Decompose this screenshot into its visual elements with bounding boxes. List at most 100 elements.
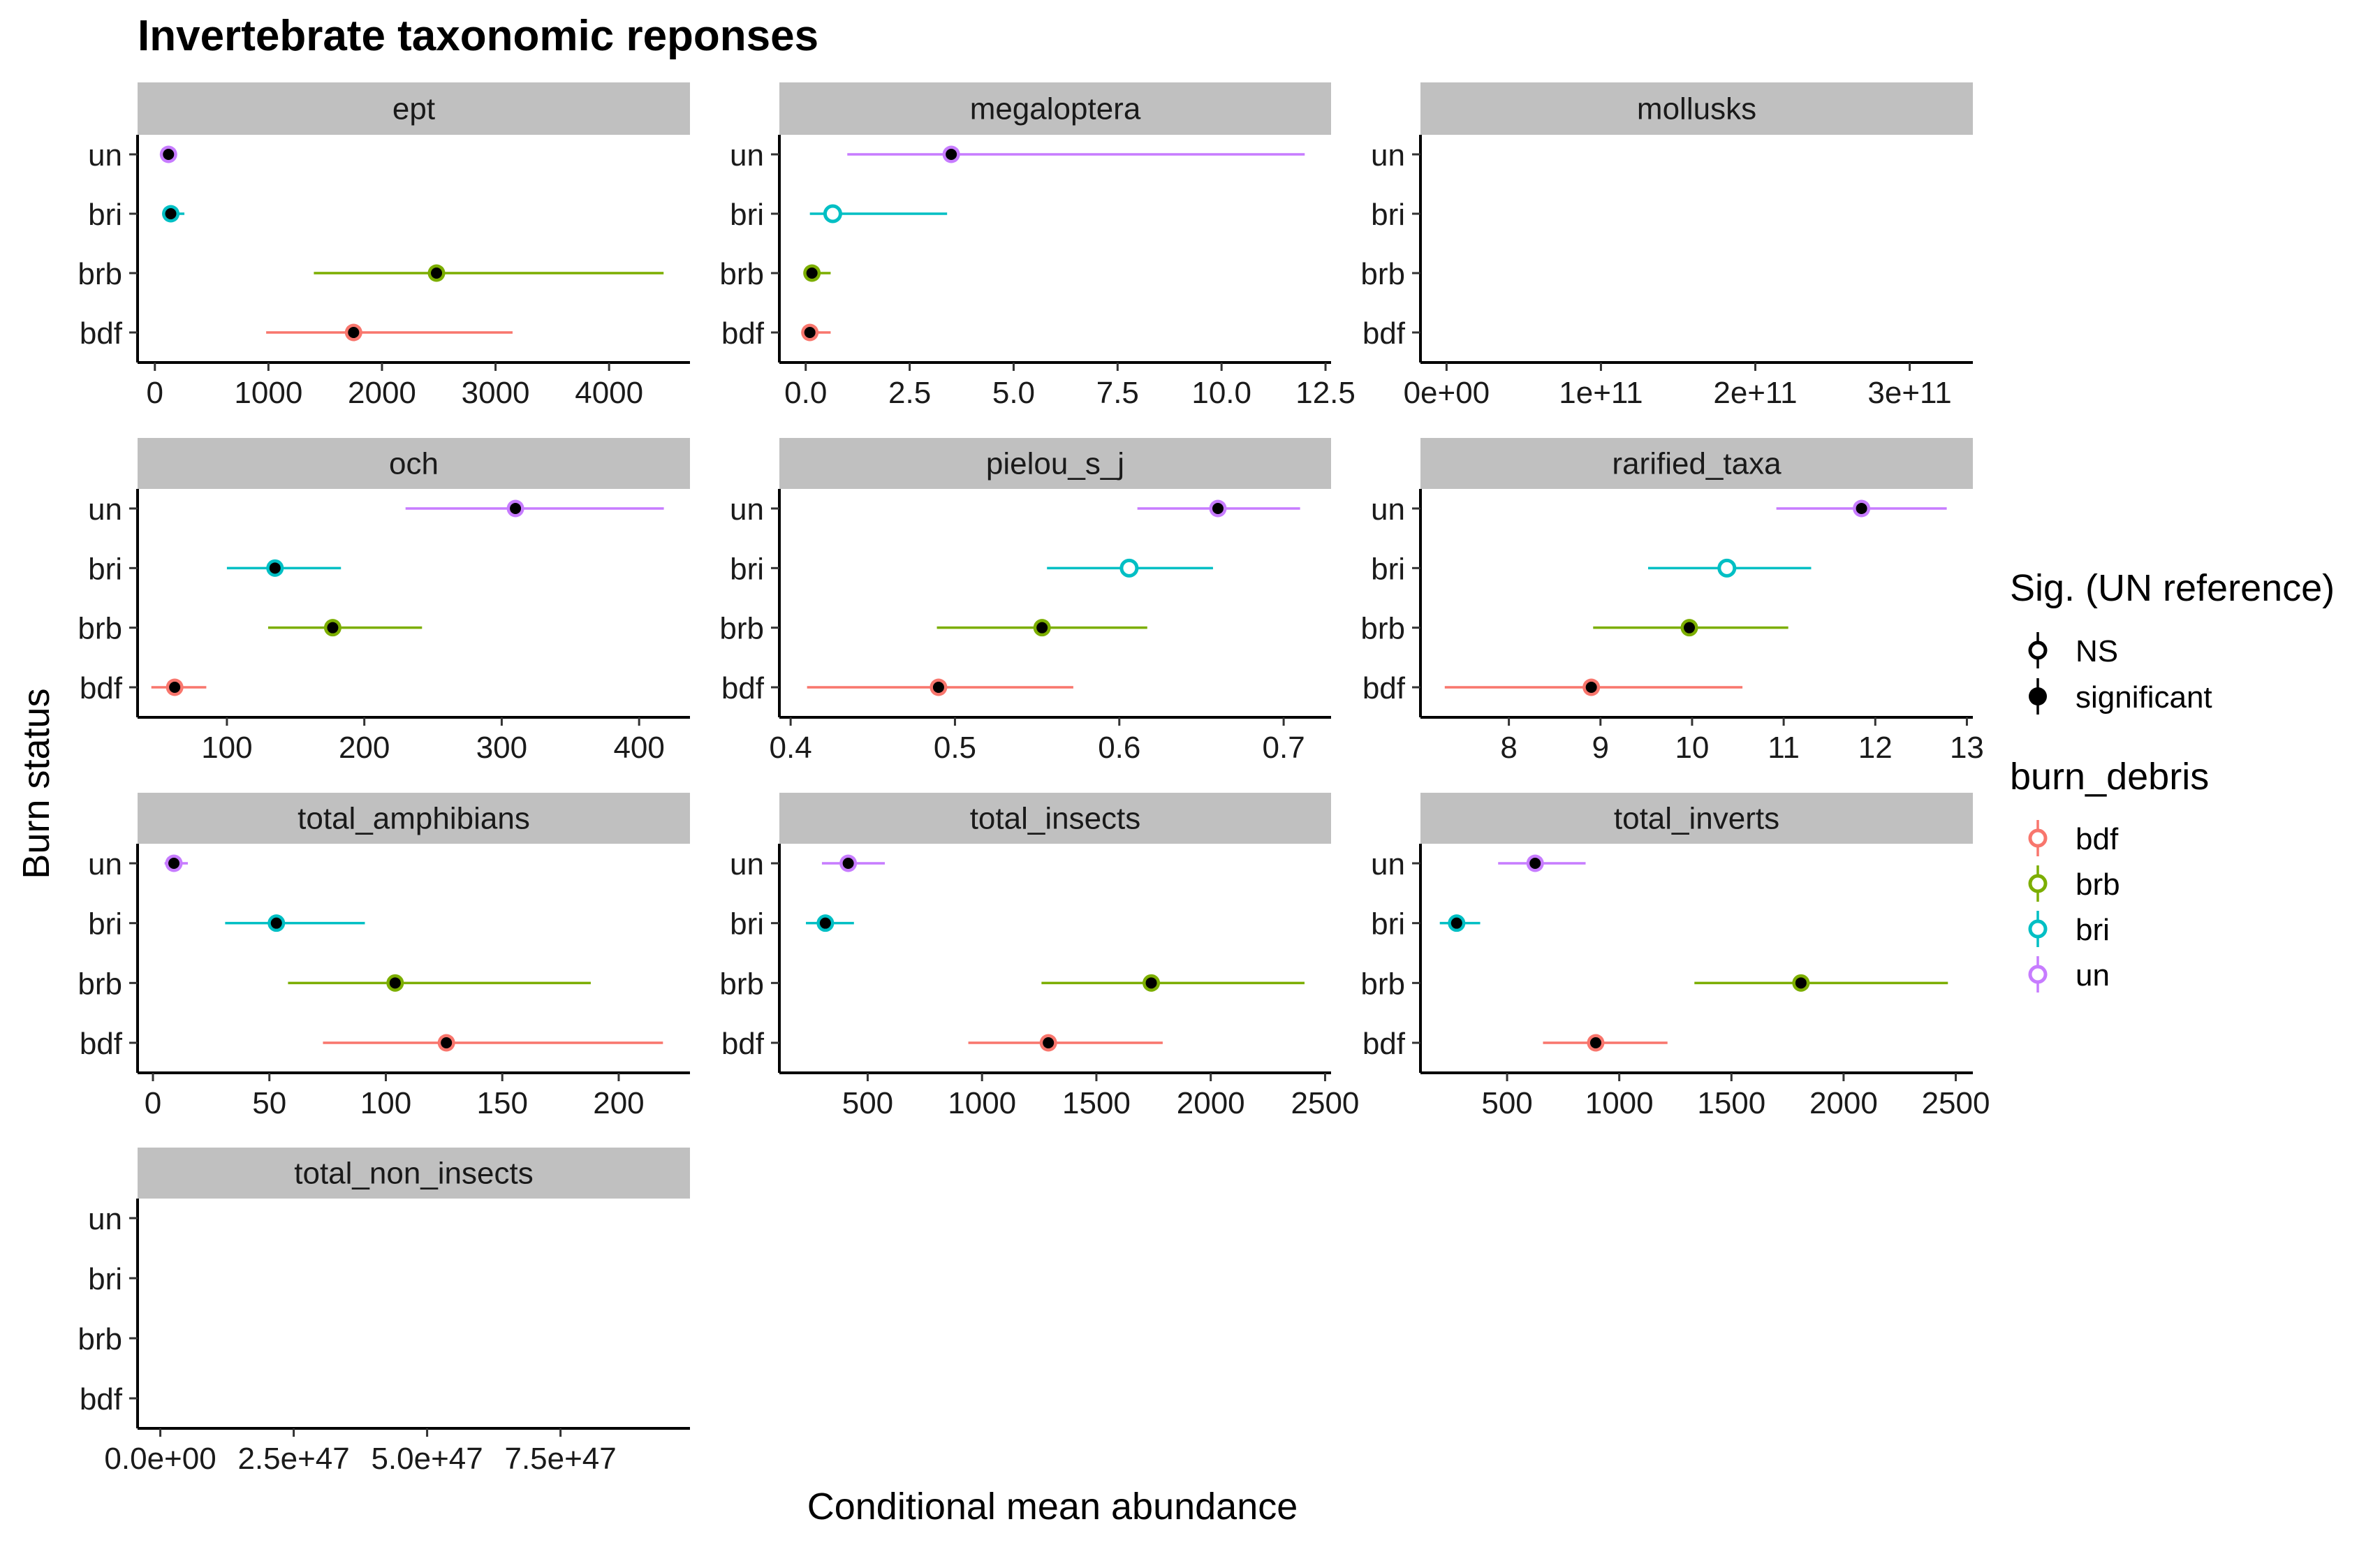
point-significant-un <box>1212 503 1224 514</box>
legend-sig-entry: significant <box>2029 678 2212 715</box>
legend-burn-entry: brb <box>2028 865 2120 902</box>
y-tick-label: brb <box>78 612 122 646</box>
facet-strip-label: pielou_s_j <box>986 447 1124 481</box>
legend-key-circle <box>2028 919 2048 939</box>
x-tick-label: 1500 <box>1062 1086 1131 1120</box>
legend-burn-entry: bdf <box>2028 820 2119 856</box>
x-tick-label: 100 <box>360 1086 411 1120</box>
point-significant-bdf <box>1585 682 1597 693</box>
legend-key-circle <box>2028 828 2048 848</box>
legend-key-circle <box>2028 965 2048 984</box>
y-tick-label: bri <box>1371 198 1405 232</box>
legend-burn-label: brb <box>2076 867 2120 902</box>
x-tick-label: 2000 <box>1809 1086 1878 1120</box>
point-significant-bdf <box>804 327 816 338</box>
point-significant-brb <box>1145 977 1157 989</box>
x-tick-label: 2500 <box>1291 1086 1360 1120</box>
y-tick-label: un <box>730 847 764 881</box>
x-tick-label: 0e+00 <box>1404 376 1490 410</box>
x-tick-label: 0 <box>147 376 163 410</box>
x-tick-label: 7.5 <box>1096 376 1139 410</box>
facet-megaloptera: megaloptera bdf brb bri un 0.0 2.5 5.0 7.5 10.0 12… <box>719 82 1356 410</box>
y-tick-label: bri <box>88 907 122 942</box>
legend-key-circle <box>2028 874 2048 893</box>
legend-burn-title: burn_debris <box>2010 756 2209 798</box>
facet-strip <box>779 82 1331 135</box>
legend-burn-label: bdf <box>2076 822 2119 856</box>
facet-ept: ept bdf brb bri un 0 1000 2000 3000 4000 <box>78 82 690 410</box>
point-significant-bdf <box>169 682 181 693</box>
y-tick-label: un <box>88 492 122 527</box>
y-tick-label: bdf <box>721 671 765 705</box>
y-tick-label: bri <box>1371 907 1405 942</box>
facet-strip-label: total_inverts <box>1614 802 1779 836</box>
point-ns-bri <box>1717 558 1737 578</box>
y-tick-label: un <box>88 847 122 881</box>
x-tick-label: 0.4 <box>770 731 812 765</box>
x-tick-label: 4000 <box>575 376 643 410</box>
y-tick-label: bdf <box>721 316 765 351</box>
point-significant-un <box>1529 858 1541 869</box>
x-tick-label: 50 <box>252 1086 286 1120</box>
y-tick-label: bdf <box>80 671 123 705</box>
facet-strip <box>779 438 1331 489</box>
point-significant-bri <box>819 917 831 929</box>
point-significant-bdf <box>1589 1037 1601 1048</box>
x-tick-label: 0.5 <box>934 731 976 765</box>
facet-och: och bdf brb bri un 100 200 300 400 <box>78 438 690 765</box>
x-tick-label: 150 <box>477 1086 528 1120</box>
x-tick-label: 5.0 <box>992 376 1035 410</box>
facet-strip-label: total_amphibians <box>298 802 530 836</box>
point-ns-bri <box>1119 558 1139 578</box>
facet-strip <box>779 793 1331 844</box>
point-significant-bdf <box>441 1037 453 1048</box>
point-significant-brb <box>327 622 339 634</box>
legend-burn-label: un <box>2076 958 2110 993</box>
point-significant-brb <box>431 268 443 279</box>
legend-burn-entry: bri <box>2028 911 2110 947</box>
x-tick-label: 2.5 <box>888 376 931 410</box>
x-tick-label: 500 <box>1481 1086 1532 1120</box>
y-tick-label: bri <box>730 198 764 232</box>
y-tick-label: un <box>88 138 122 173</box>
facet-strip <box>138 793 690 844</box>
facet-strip <box>1420 438 1973 489</box>
y-tick-label: bri <box>88 552 122 586</box>
y-tick-label: brb <box>719 612 764 646</box>
x-tick-label: 0.7 <box>1263 731 1305 765</box>
facet-strip <box>1420 82 1973 135</box>
x-tick-label: 13 <box>1950 731 1984 765</box>
y-tick-label: bdf <box>80 316 123 351</box>
y-tick-label: un <box>730 138 764 173</box>
legend-burn-label: bri <box>2076 913 2110 947</box>
y-tick-label: un <box>1371 847 1405 881</box>
y-tick-label: un <box>1371 138 1405 173</box>
point-significant-un <box>946 149 957 160</box>
facet-strip-label: och <box>389 447 439 481</box>
x-tick-label: 3000 <box>462 376 530 410</box>
x-tick-label: 12 <box>1858 731 1893 765</box>
legend-sig-entry: NS <box>2028 632 2118 668</box>
y-tick-label: un <box>88 1202 122 1236</box>
legend-sig-title: Sig. (UN reference) <box>2010 567 2335 609</box>
y-tick-label: bri <box>1371 552 1405 586</box>
x-tick-label: 11 <box>1768 731 1800 765</box>
y-tick-label: brb <box>1360 967 1405 1001</box>
facet-strip-label: total_insects <box>970 802 1141 836</box>
legend-layer: Sig. (UN reference) NS significant burn_deb… <box>2010 567 2335 993</box>
facet-strip <box>138 82 690 135</box>
point-significant-un <box>1856 503 1867 514</box>
legend-burn-entry: un <box>2028 956 2110 993</box>
point-significant-bri <box>270 917 282 929</box>
point-significant-bri <box>269 562 281 574</box>
x-tick-label: 9 <box>1592 731 1609 765</box>
x-tick-label: 2e+11 <box>1713 376 1797 410</box>
point-significant-un <box>842 858 854 869</box>
y-tick-label: un <box>1371 492 1405 527</box>
facet-strip <box>1420 793 1973 844</box>
